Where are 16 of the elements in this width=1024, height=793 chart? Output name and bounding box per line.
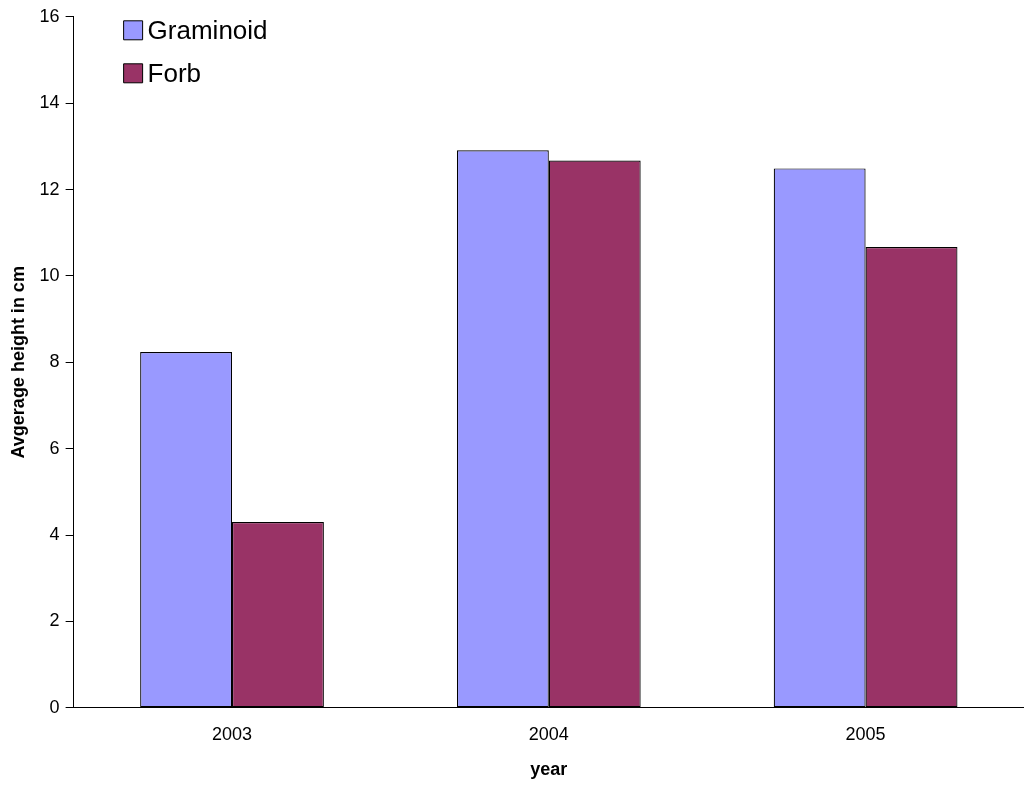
y-tick-label: 0 <box>49 696 60 717</box>
y-tick-label: 16 <box>39 5 60 26</box>
y-tick-label: 8 <box>49 351 60 372</box>
legend-label: Forb <box>147 57 202 88</box>
y-tick-label: 14 <box>39 92 60 113</box>
x-tick-label: 2004 <box>528 723 569 744</box>
x-tick-label: 2005 <box>845 723 886 744</box>
y-tick-label: 2 <box>49 610 60 631</box>
y-tick-label: 4 <box>49 524 60 545</box>
y-tick-label: 12 <box>39 178 60 199</box>
y-axis-title: Avgerage height in cm <box>7 266 28 459</box>
y-tick-label: 10 <box>39 264 60 285</box>
y-tick-label: 6 <box>49 437 60 458</box>
legend-label: Graminoid <box>147 14 268 45</box>
x-axis-title: year <box>530 759 568 780</box>
x-tick-label: 2003 <box>211 723 253 744</box>
